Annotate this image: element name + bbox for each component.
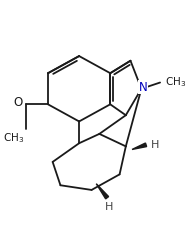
Polygon shape: [132, 143, 147, 150]
Text: CH$_3$: CH$_3$: [165, 76, 186, 90]
Text: CH$_3$: CH$_3$: [3, 131, 25, 145]
Text: H: H: [151, 140, 159, 150]
Text: O: O: [14, 96, 23, 109]
Polygon shape: [96, 184, 109, 199]
Text: N: N: [139, 81, 147, 94]
Text: H: H: [105, 202, 113, 212]
